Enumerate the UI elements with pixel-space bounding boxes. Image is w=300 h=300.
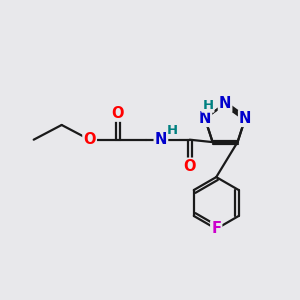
Text: N: N	[219, 96, 231, 111]
Text: F: F	[211, 221, 221, 236]
Text: O: O	[184, 159, 196, 174]
Text: N: N	[155, 132, 167, 147]
Text: N: N	[239, 111, 251, 126]
Text: H: H	[167, 124, 178, 137]
Text: N: N	[199, 111, 211, 126]
Text: H: H	[202, 99, 213, 112]
Text: O: O	[111, 106, 124, 121]
Text: O: O	[83, 132, 96, 147]
